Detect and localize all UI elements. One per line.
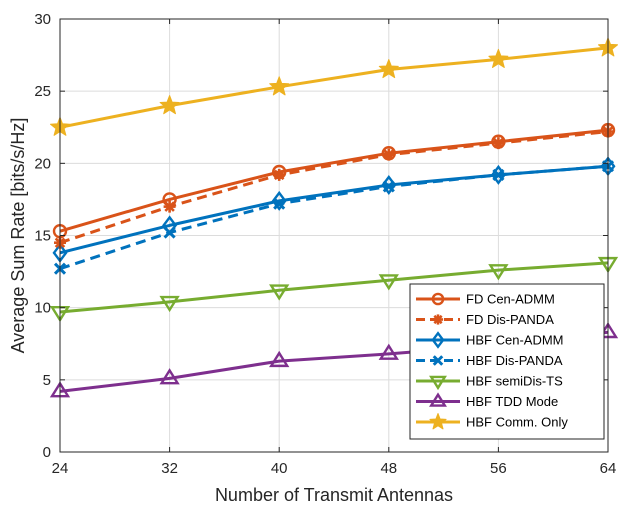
x-stroke	[382, 180, 395, 193]
data-point	[382, 180, 395, 193]
asterisk-stroke	[433, 314, 443, 325]
legend-label: HBF semiDis-TS	[466, 374, 563, 389]
data-point	[163, 200, 176, 213]
data-point	[163, 226, 176, 239]
legend-entry: HBF Comm. Only	[416, 413, 568, 430]
series-line	[59, 46, 609, 129]
legend-box	[409, 283, 605, 440]
x-tick-label: 32	[161, 460, 178, 477]
legend: FD Cen-ADMM FD Dis-PANDA HBF Cen-ADMM HBF D…	[409, 283, 605, 440]
data-point	[159, 95, 180, 115]
data-point	[429, 413, 447, 430]
data-point	[273, 168, 286, 181]
legend-entry: HBF Dis-PANDA	[416, 353, 563, 368]
y-tick-label: 20	[34, 155, 51, 172]
legend-entry: HBF Cen-ADMM	[416, 331, 564, 349]
data-point	[378, 343, 399, 360]
data-point	[269, 284, 290, 301]
legend-label: FD Cen-ADMM	[466, 292, 555, 307]
data-point	[159, 295, 180, 313]
y-tick-label: 25	[34, 83, 51, 100]
y-tick-label: 5	[43, 372, 51, 389]
y-tick-label: 0	[43, 444, 51, 461]
data-point	[378, 59, 399, 79]
data-point	[269, 76, 290, 96]
asterisk-stroke	[273, 169, 285, 181]
data-point	[492, 137, 505, 150]
data-point	[432, 355, 444, 366]
y-tick-label: 15	[34, 228, 51, 245]
legend-entry: HBF semiDis-TS	[416, 374, 563, 391]
data-point	[382, 148, 395, 161]
data-point	[431, 331, 445, 349]
data-point	[159, 368, 180, 385]
legend-label: HBF TDD Mode	[466, 394, 558, 409]
series-line	[59, 164, 609, 271]
asterisk-stroke	[383, 149, 395, 160]
x-stroke	[273, 197, 286, 210]
data-point	[488, 264, 509, 281]
x-tick-label: 64	[600, 460, 617, 477]
x-stroke	[492, 168, 505, 181]
y-tick-label: 10	[34, 300, 51, 317]
y-axis-title: Average Sum Rate [bits/s/Hz]	[8, 118, 28, 354]
x-axis-title: Number of Transmit Antennas	[215, 485, 453, 505]
legend-entry: FD Cen-ADMM	[416, 292, 555, 307]
legend-entry: HBF TDD Mode	[416, 392, 558, 409]
asterisk-stroke	[493, 137, 504, 149]
x-stroke	[163, 226, 176, 239]
data-point	[378, 274, 399, 291]
asterisk-stroke	[164, 201, 175, 212]
x-stroke	[432, 355, 444, 366]
data-point	[429, 375, 447, 391]
legend-label: HBF Cen-ADMM	[466, 333, 564, 348]
x-tick-label: 48	[380, 460, 397, 477]
legend-entry: FD Dis-PANDA	[416, 312, 554, 327]
data-point	[431, 292, 445, 306]
data-point	[492, 168, 505, 181]
data-point	[273, 197, 286, 210]
x-tick-label: 24	[52, 460, 69, 477]
data-point	[488, 48, 509, 68]
data-point	[432, 314, 444, 325]
series-line	[59, 261, 609, 314]
legend-label: FD Dis-PANDA	[466, 312, 554, 327]
y-tick-label: 30	[34, 11, 51, 28]
data-point	[269, 350, 290, 368]
x-tick-label: 40	[271, 460, 288, 477]
data-point	[429, 392, 447, 407]
x-tick-label: 56	[490, 460, 507, 477]
legend-label: HBF Comm. Only	[466, 415, 568, 430]
y-axis: 0 5 10 15 20 25 30	[34, 11, 608, 461]
series-line	[59, 130, 609, 245]
x-axis: 24 32 40 48 56 64	[52, 19, 617, 477]
legend-label: HBF Dis-PANDA	[466, 353, 563, 368]
